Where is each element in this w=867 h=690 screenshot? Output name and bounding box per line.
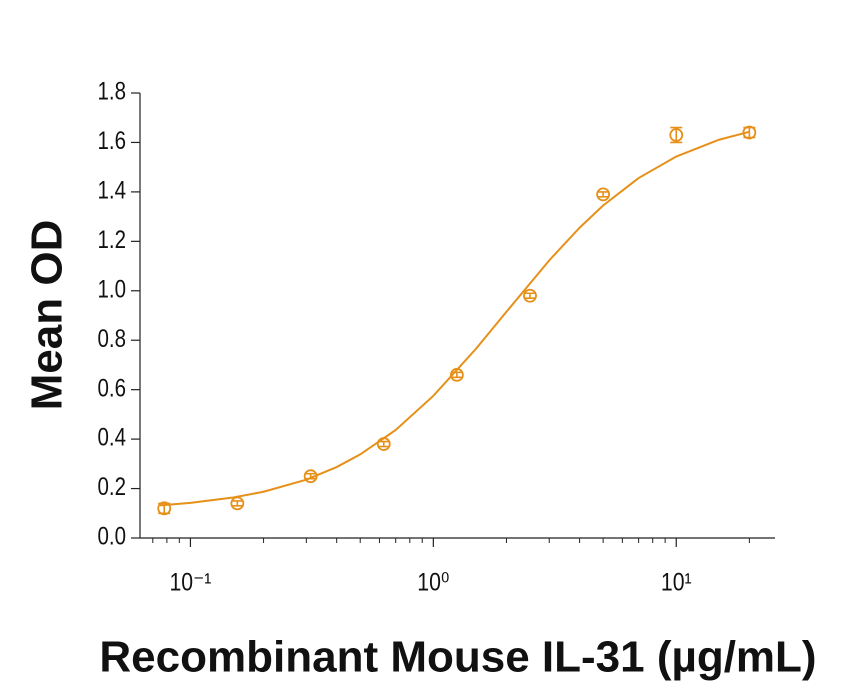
y-tick-label: 1.0 (98, 274, 126, 302)
y-tick-label: 0.4 (98, 423, 127, 451)
y-tick-label: 0.8 (98, 324, 126, 352)
y-tick-label: 0.6 (98, 373, 126, 401)
x-tick-label: 10⁰ (417, 568, 449, 596)
x-tick-label: 10⁻¹ (169, 568, 211, 596)
y-tick-label: 0.2 (98, 472, 126, 500)
y-tick-label: 0.0 (98, 522, 126, 550)
error-bar (524, 292, 537, 299)
data-point (596, 187, 611, 202)
x-tick-label: 10¹ (661, 568, 692, 596)
fit-curve (159, 130, 750, 507)
error-bar (377, 440, 390, 448)
error-bar (450, 371, 463, 379)
data-point (523, 288, 537, 303)
y-tick-label: 1.4 (98, 176, 127, 204)
error-bar (304, 472, 317, 480)
error-bar (670, 126, 683, 144)
data-point (449, 367, 464, 382)
y-axis-label: Mean OD (23, 220, 72, 411)
data-point (742, 125, 757, 140)
error-bar (597, 191, 610, 198)
x-axis-label: Recombinant Mouse IL-31 (µg/mL) (99, 633, 816, 682)
data-point (157, 501, 172, 516)
data-point (230, 496, 245, 511)
y-tick-label: 1.2 (98, 225, 126, 253)
y-tick-label: 1.6 (98, 126, 126, 154)
y-tick-label: 1.8 (98, 77, 126, 105)
data-point (376, 437, 391, 451)
data-point (303, 469, 318, 484)
data-point (669, 128, 684, 142)
error-bar (231, 500, 244, 507)
